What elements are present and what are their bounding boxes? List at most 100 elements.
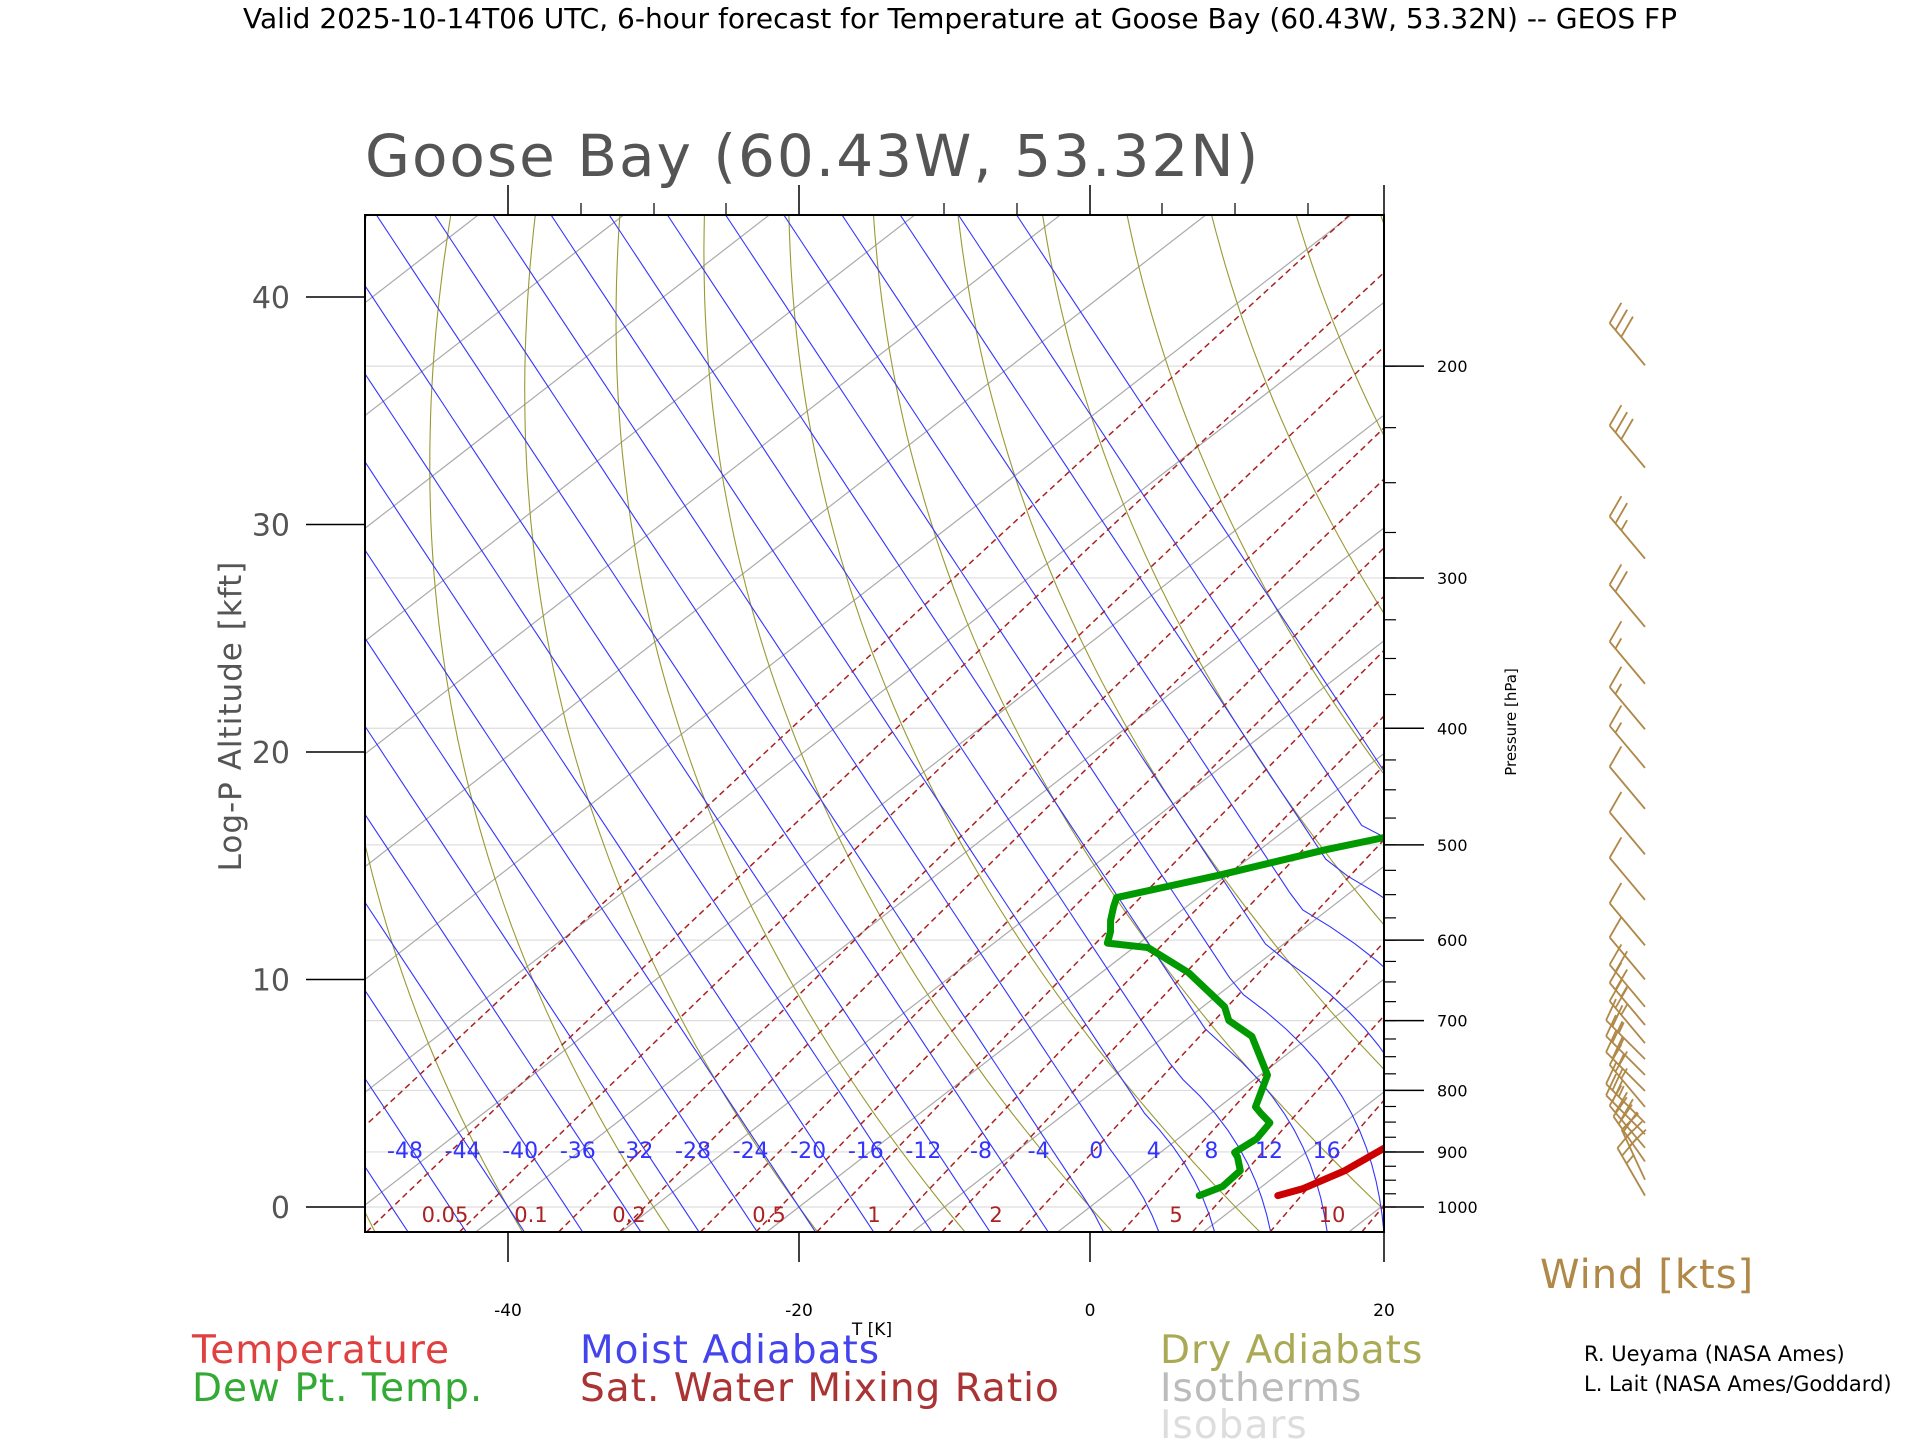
wind-barb [1610, 621, 1645, 683]
background-lines [0, 215, 1920, 1232]
legend-dewpoint: Dew Pt. Temp. [192, 1366, 483, 1411]
isotherm-line [0, 215, 333, 1232]
dry-adiabat-line [1550, 215, 1920, 1232]
mixing-ratio-label: 10 [1319, 1203, 1346, 1227]
plot-border [365, 215, 1384, 1232]
wind-barb-half-feather [1615, 723, 1621, 733]
moist-adiabat-line [668, 215, 1328, 1232]
wind-barb-feather [1610, 837, 1622, 857]
dry-adiabat-line [1803, 215, 1920, 1232]
moist-adiabat-label: -20 [790, 1139, 826, 1164]
isotherm-line [621, 215, 1920, 1232]
dry-adiabat-line [1212, 215, 1920, 1232]
y-axis-label: Log-P Altitude [kft] [213, 561, 249, 872]
mixing-ratio-line [701, 215, 1726, 1232]
plot-frame [365, 215, 1384, 1232]
wind-barb-feather [1610, 883, 1622, 903]
wind-barb-feather [1615, 503, 1627, 523]
moist-adiabat-line [0, 215, 350, 1232]
wind-barb-feather [1610, 746, 1622, 766]
mixing-ratio-line [1122, 215, 1920, 1232]
moist-adiabat-line [784, 215, 1441, 1232]
moist-adiabat-label: -8 [970, 1139, 992, 1164]
wind-barb [1610, 303, 1645, 365]
wind-barb [1610, 564, 1645, 626]
moist-adiabat-label: -12 [905, 1139, 941, 1164]
mixing-ratio-label: 2 [989, 1203, 1002, 1227]
mixing-ratio-label: 1 [867, 1203, 880, 1227]
dry-adiabat-line [1888, 215, 1920, 1232]
wind-barb [1610, 405, 1645, 467]
wind-barb [1606, 1015, 1645, 1075]
wind-barb [1610, 944, 1645, 1006]
mixing-ratio-line [1192, 215, 1920, 1232]
y-tick-label: 30 [252, 509, 290, 544]
mixing-ratio-line [1527, 215, 1920, 1232]
wind-barb [1618, 1130, 1646, 1196]
pressure-tick-label: 300 [1437, 569, 1468, 588]
chart-title: Goose Bay (60.43W, 53.32N) [365, 122, 1260, 190]
wind-barbs [1606, 303, 1646, 1196]
isotherm-line [185, 215, 1497, 1232]
moist-adiabat-line [202, 215, 874, 1232]
pressure-tick-label: 500 [1437, 836, 1468, 855]
x-tick-label: -40 [494, 1301, 522, 1321]
isotherm-line [1058, 215, 1920, 1232]
moist-adiabat-label: 4 [1147, 1139, 1161, 1164]
dry-adiabat-line [1719, 215, 1920, 1232]
moist-adiabat-line [86, 215, 758, 1232]
wind-barb-feather [1615, 951, 1627, 971]
temperature-line [1278, 224, 1920, 1195]
wind-barb-feather [1621, 419, 1633, 439]
wind-barb-feather [1621, 317, 1633, 337]
moist-adiabat-line [842, 215, 1498, 1232]
mixing-ratio-line [367, 215, 1447, 1232]
isotherm-line [0, 215, 624, 1232]
wind-barb-feather [1610, 706, 1622, 726]
wind-barb-feather [1615, 571, 1627, 591]
wind-barb-feather [1610, 564, 1622, 584]
mixing-ratio-line [817, 215, 1821, 1232]
wind-barb-half-feather [1621, 987, 1627, 997]
moist-adiabat-line [1017, 215, 1673, 1232]
dry-adiabat-line [228, 215, 376, 1232]
moist-adiabat-line [377, 215, 1049, 1232]
isotherm-line [767, 215, 1920, 1232]
mixing-ratio-line [1775, 215, 1920, 1232]
moist-adiabat-label: -32 [617, 1139, 653, 1164]
wind-barb-feather [1610, 405, 1622, 425]
dry-adiabat-line [1043, 215, 1703, 1232]
wind-label: Wind [kts] [1540, 1252, 1754, 1298]
moist-adiabat-label: 0 [1089, 1139, 1103, 1164]
mixing-ratio-label: 5 [1169, 1203, 1182, 1227]
wind-barb-feather [1615, 412, 1627, 432]
dry-adiabat-line [1634, 215, 1920, 1232]
moist-adiabat-line [551, 215, 1215, 1232]
pressure-tick-label: 900 [1437, 1143, 1468, 1162]
wind-barb-feather [1610, 621, 1622, 641]
x-tick-label: 0 [1085, 1301, 1096, 1321]
pressure-tick-label: 800 [1437, 1081, 1468, 1100]
mixing-ratio-line [459, 215, 1524, 1232]
moist-adiabat-line [0, 215, 583, 1232]
mixing-ratio-line [1655, 215, 1920, 1232]
x-tick-label: 20 [1373, 1301, 1395, 1321]
moist-adiabat-label: 8 [1204, 1139, 1218, 1164]
moist-adiabat-label: -44 [445, 1139, 481, 1164]
isotherm-line [1203, 215, 1920, 1232]
moist-adiabat-line [318, 215, 990, 1232]
isotherm-line [1494, 215, 1920, 1232]
wind-barb-feather [1610, 303, 1622, 323]
moist-adiabat-line [27, 215, 699, 1232]
mixing-ratio-line [942, 215, 1920, 1232]
moist-adiabat-label: -16 [848, 1139, 884, 1164]
moist-adiabat-line [726, 215, 1384, 1232]
isotherm-line [1640, 215, 1920, 1232]
y-tick-label: 10 [252, 964, 290, 999]
moist-adiabat-label: 12 [1255, 1139, 1283, 1164]
dry-adiabat-line [119, 215, 227, 1232]
legend-isobars: Isobars [1160, 1403, 1308, 1448]
dry-adiabat-line [616, 215, 965, 1232]
credit-line: L. Lait (NASA Ames/Goddard) [1584, 1372, 1892, 1396]
